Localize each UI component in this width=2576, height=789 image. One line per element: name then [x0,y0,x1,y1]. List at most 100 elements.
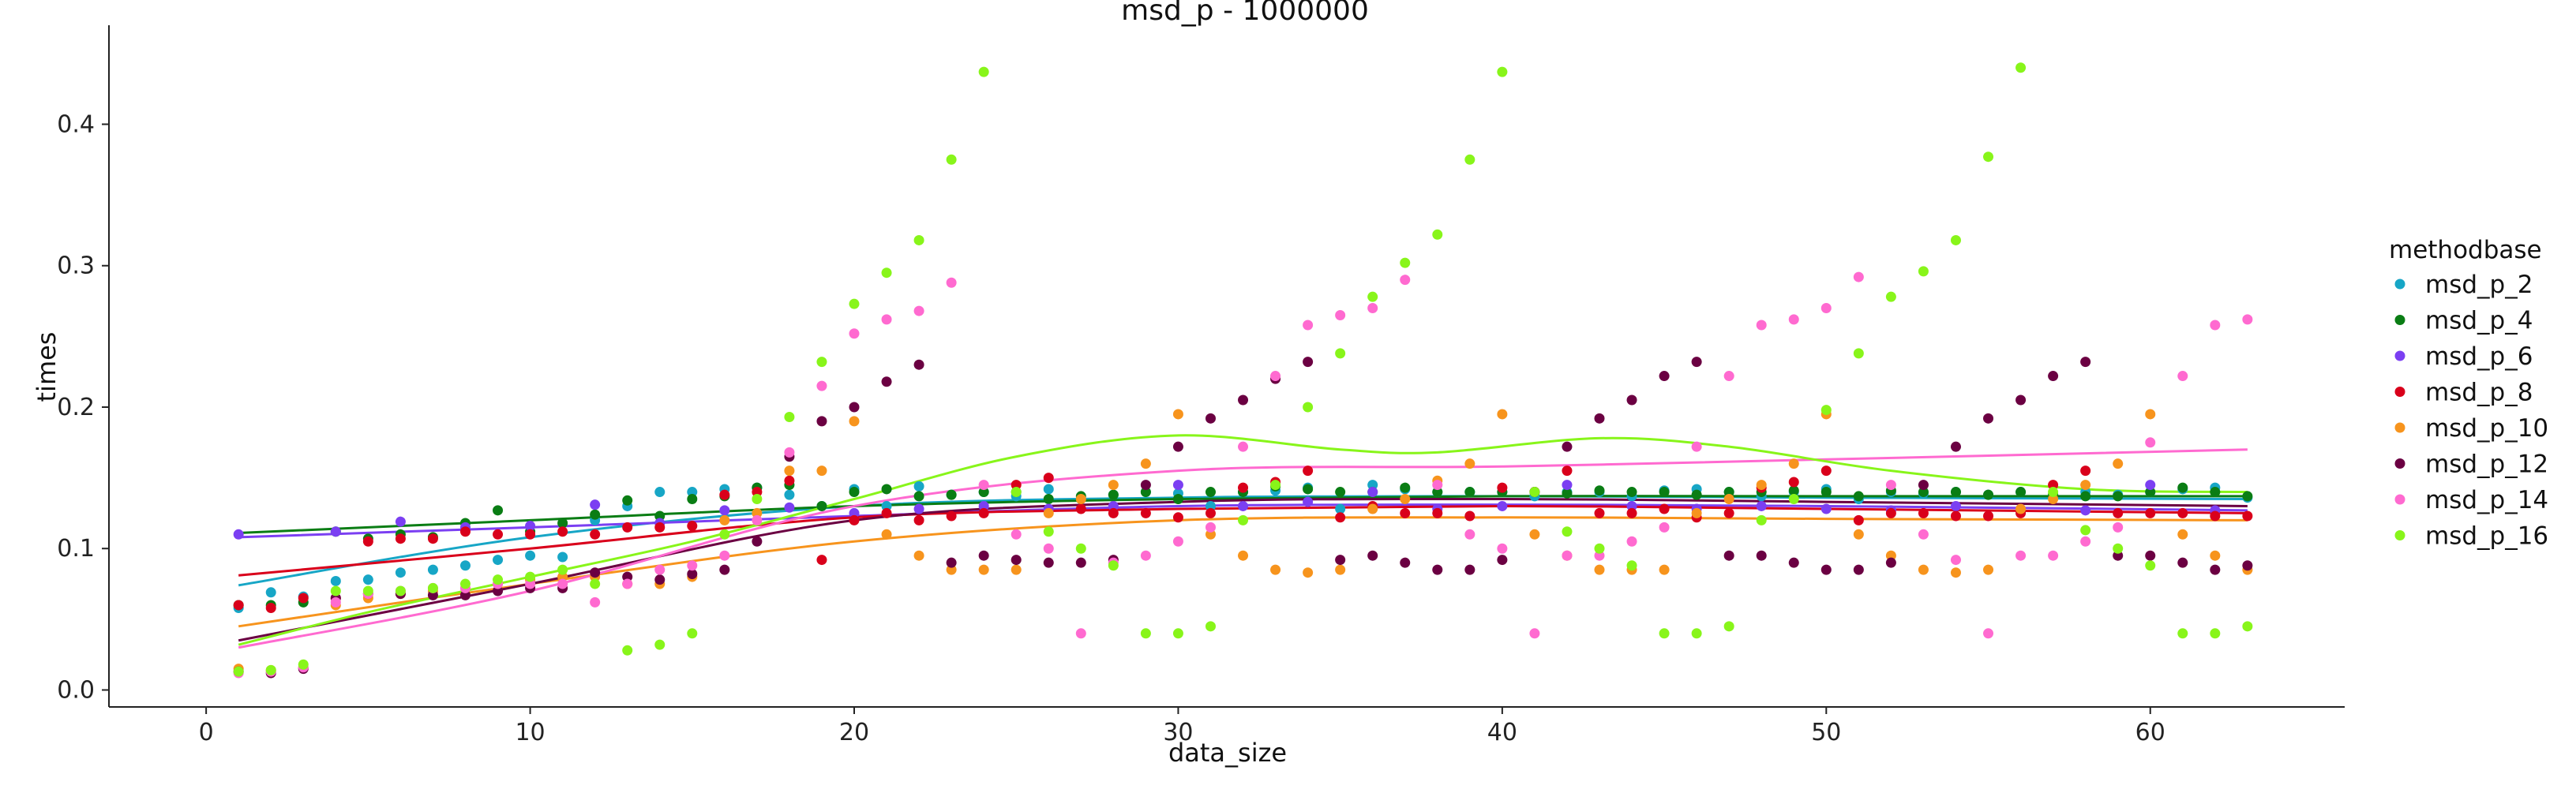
point-msd_p_10 [881,529,892,540]
point-msd_p_8 [1140,507,1151,518]
point-msd_p_14 [2015,550,2027,561]
point-msd_p_16 [525,571,536,582]
point-msd_p_14 [1918,529,1929,540]
point-msd_p_12 [2015,394,2027,406]
legend-label: msd_p_6 [2425,342,2533,371]
point-msd_p_10 [1400,493,1411,504]
point-msd_p_8 [298,593,309,604]
point-msd_p_4 [1820,487,1832,498]
legend-label: msd_p_14 [2425,486,2548,514]
point-msd_p_8 [784,475,795,486]
point-msd_p_10 [1172,409,1183,420]
point-msd_p_10 [2210,550,2221,561]
point-msd_p_6 [1950,500,1961,511]
point-msd_p_4 [978,487,989,498]
point-msd_p_16 [1367,291,1378,302]
point-msd_p_10 [2145,409,2156,420]
point-msd_p_12 [1756,550,1767,561]
legend-label: msd_p_2 [2425,271,2533,299]
point-msd_p_16 [849,298,860,309]
point-msd_p_12 [1788,557,1799,568]
point-msd_p_8 [1918,507,1929,518]
point-msd_p_8 [2145,507,2156,518]
point-msd_p_12 [1853,564,1864,575]
point-msd_p_16 [330,585,341,596]
point-msd_p_14 [1853,271,1864,282]
point-msd_p_14 [1820,303,1832,314]
point-msd_p_16 [1853,348,1864,359]
point-msd_p_14 [1075,628,1086,639]
point-msd_p_6 [233,529,244,540]
point-msd_p_8 [590,529,601,540]
point-msd_p_16 [2177,628,2188,639]
point-msd_p_4 [1140,487,1151,498]
point-msd_p_16 [1140,628,1151,639]
point-msd_p_8 [265,603,276,614]
point-msd_p_12 [459,589,471,600]
point-msd_p_8 [1497,482,1508,493]
point-msd_p_8 [719,489,730,500]
point-msd_p_14 [590,596,601,608]
legend-label: msd_p_12 [2425,451,2548,479]
point-msd_p_4 [2113,491,2124,502]
point-msd_p_2 [913,481,924,492]
point-msd_p_12 [2177,557,2188,568]
point-msd_p_4 [1950,487,1961,498]
point-msd_p_10 [1075,493,1086,504]
point-msd_p_4 [590,509,601,520]
point-msd_p_8 [525,529,536,540]
point-msd_p_8 [622,522,633,533]
point-msd_p_16 [1043,526,1054,537]
point-msd_p_4 [557,518,568,529]
x-axis-label: data_size [1168,738,1287,768]
point-msd_p_8 [849,514,860,525]
point-msd_p_12 [978,550,989,561]
point-msd_p_2 [557,552,568,563]
point-msd_p_16 [719,529,730,540]
point-msd_p_10 [1691,507,1702,518]
point-msd_p_10 [816,466,827,477]
point-msd_p_14 [816,380,827,391]
point-msd_p_4 [1108,489,1119,500]
legend-marker-msd_p_6 [2394,350,2405,361]
point-msd_p_4 [1432,487,1443,498]
x-tick-label: 30 [1163,719,1193,746]
point-msd_p_4 [849,487,860,498]
point-msd_p_14 [687,560,698,571]
trend-line-msd_p_12 [238,497,2248,642]
point-msd_p_6 [1172,480,1183,491]
point-msd_p_14 [1205,522,1216,533]
point-msd_p_4 [1043,493,1054,504]
point-msd_p_16 [233,666,244,677]
point-msd_p_10 [752,507,763,518]
point-msd_p_8 [2048,480,2059,491]
point-msd_p_12 [590,567,601,578]
point-msd_p_16 [978,66,989,77]
point-msd_p_4 [1205,487,1216,498]
point-msd_p_6 [330,526,341,537]
point-msd_p_4 [881,484,892,495]
point-msd_p_8 [881,507,892,518]
point-msd_p_16 [2113,543,2124,554]
point-msd_p_10 [1659,564,1670,575]
trend-line-msd_p_10 [238,516,2248,628]
point-msd_p_14 [1723,371,1734,382]
point-msd_p_2 [459,560,471,571]
point-msd_p_2 [1205,500,1216,511]
trend-line-msd_p_6 [238,503,2248,539]
point-msd_p_8 [2177,507,2188,518]
legend-marker-msd_p_2 [2394,279,2405,290]
point-msd_p_16 [1205,621,1216,632]
point-msd_p_14 [1659,522,1670,533]
point-msd_p_14 [1270,371,1281,382]
point-msd_p_16 [1691,628,1702,639]
point-msd_p_16 [1335,348,1346,359]
point-msd_p_14 [525,578,536,589]
point-msd_p_6 [395,516,406,527]
point-msd_p_10 [1270,564,1281,575]
point-msd_p_8 [557,526,568,537]
point-msd_p_16 [1172,628,1183,639]
point-msd_p_8 [1983,510,1994,522]
point-msd_p_16 [816,357,827,368]
point-msd_p_10 [1367,503,1378,514]
